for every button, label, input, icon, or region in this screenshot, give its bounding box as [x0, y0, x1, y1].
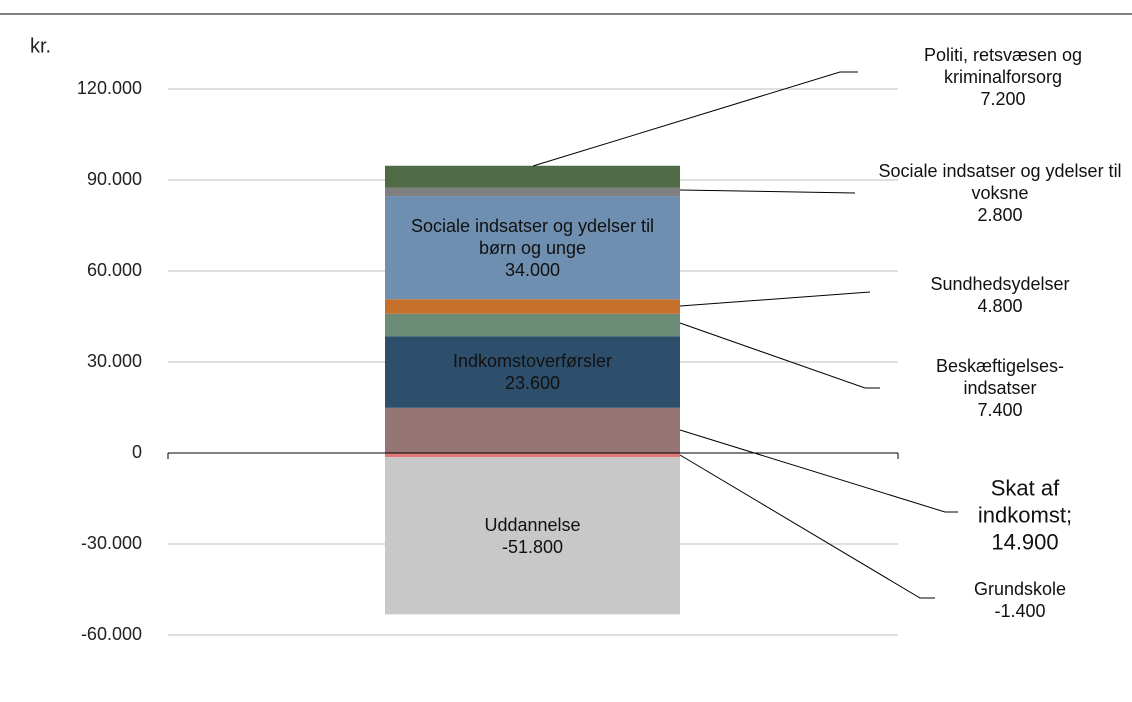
data-label: Sociale indsatser og ydelser til voksne 2…	[875, 160, 1125, 226]
y-tick-label: -30.000	[81, 533, 142, 553]
label-name: Skat af indkomst;	[977, 475, 1073, 528]
data-label: Grundskole -1.400	[945, 578, 1095, 622]
y-tick-label: 30.000	[87, 351, 142, 371]
label-value: 14.900	[991, 529, 1059, 555]
y-tick-label: 60.000	[87, 260, 142, 280]
y-axis-label: kr.	[30, 35, 51, 57]
label-value: -51.800	[501, 536, 564, 557]
bar-segment	[385, 407, 680, 453]
label-value: 23.600	[504, 373, 561, 393]
label-name: Beskæftigelses-indsatser	[935, 356, 1065, 398]
leader-line	[679, 322, 880, 389]
data-label: Sociale indsatser og ydelser til børn og…	[393, 215, 673, 281]
label-name: Uddannelse	[484, 514, 581, 535]
bar-segment	[385, 187, 680, 197]
y-tick-label: 90.000	[87, 169, 142, 189]
bar-segment	[385, 165, 680, 188]
leader-line	[679, 291, 871, 307]
label-value: 4.800	[977, 296, 1023, 316]
label-value: 7.200	[980, 89, 1026, 109]
label-value: 2.800	[977, 205, 1023, 225]
bar-segment	[385, 457, 680, 615]
label-value: 34.000	[504, 259, 561, 280]
leader-line	[679, 429, 958, 513]
label-name: Sundhedsydelser	[930, 274, 1070, 294]
data-label: Uddannelse -51.800	[393, 514, 673, 558]
label-name: Indkomstoverførsler	[452, 351, 613, 371]
bar-segment	[385, 299, 680, 314]
bar-segment	[385, 196, 680, 300]
bar-segment	[385, 453, 680, 458]
bar-segment	[385, 336, 680, 408]
label-name: Sociale indsatser og ydelser til voksne	[878, 161, 1122, 203]
label-name: Grundskole	[973, 579, 1067, 599]
y-tick-label: 0	[132, 442, 142, 462]
label-name: Politi, retsvæsen og kriminalforsorg	[923, 45, 1083, 87]
label-value: -1.400	[994, 601, 1046, 621]
y-tick-label: -60.000	[81, 624, 142, 644]
data-label: Beskæftigelses-indsatser 7.400	[920, 355, 1080, 421]
label-name: Sociale indsatser og ydelser til børn og…	[410, 215, 655, 258]
data-label: Skat af indkomst; 14.900	[950, 475, 1100, 556]
leader-line	[679, 454, 935, 599]
data-label: Sundhedsydelser 4.800	[900, 273, 1100, 317]
leader-line	[679, 189, 856, 194]
data-label: Indkomstoverførsler 23.600	[393, 350, 673, 394]
bar-segment	[385, 313, 680, 337]
data-label: Politi, retsvæsen og kriminalforsorg 7.20…	[878, 44, 1128, 110]
leader-line	[532, 71, 858, 167]
y-tick-label: 120.000	[77, 78, 142, 98]
label-value: 7.400	[977, 400, 1023, 420]
